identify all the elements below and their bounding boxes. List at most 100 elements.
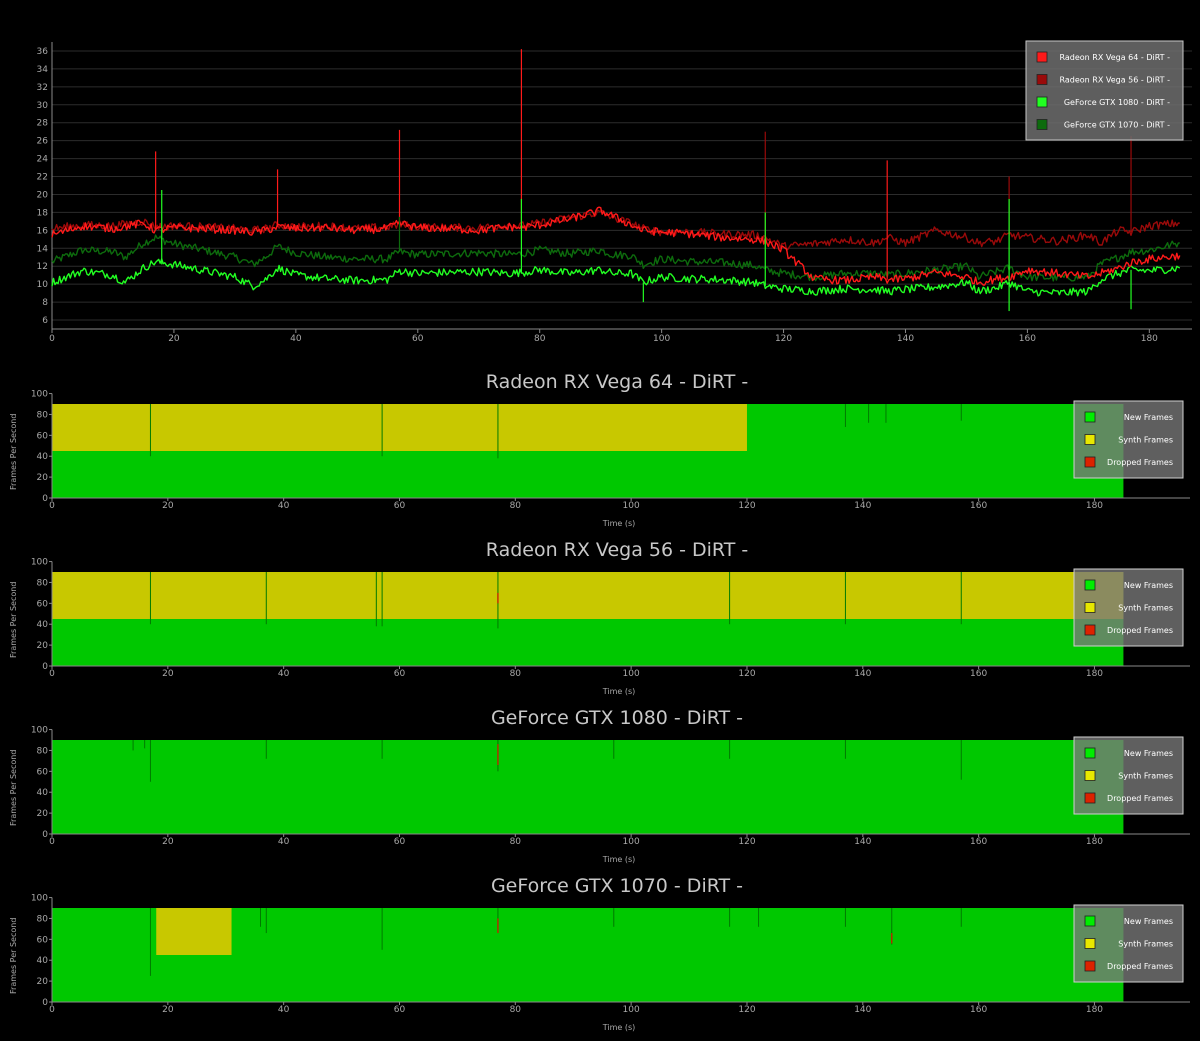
y-tick-label: 60 <box>37 599 49 609</box>
y-tick-label: 40 <box>37 956 49 966</box>
x-tick-label: 100 <box>623 837 640 847</box>
legend-label: New Frames <box>1124 917 1173 926</box>
y-tick-label: 40 <box>37 788 49 798</box>
synth-frames-area <box>156 908 232 955</box>
x-tick-label: 140 <box>854 837 871 847</box>
series-line-0 <box>51 206 1181 286</box>
y-tick-label: 30 <box>37 101 49 111</box>
y-tick-label: 0 <box>42 998 48 1008</box>
y-axis-label: Frames Per Second <box>9 582 18 658</box>
legend-label: Synth Frames <box>1118 604 1173 613</box>
y-tick-label: 20 <box>37 190 49 200</box>
x-tick-label: 40 <box>278 501 290 511</box>
fps-legend: New Frames Synth Frames Dropped Frames <box>1073 904 1184 983</box>
x-tick-label: 80 <box>510 1005 522 1015</box>
synth-frames-area <box>52 572 1124 619</box>
legend-label: GeForce GTX 1070 - DiRT - <box>1064 121 1170 130</box>
x-tick-label: 20 <box>162 837 174 847</box>
chart-title: GeForce GTX 1080 - DiRT - <box>491 707 743 729</box>
x-tick-label: 100 <box>623 1005 640 1015</box>
synth-frames-area <box>52 404 747 451</box>
x-tick-label: 100 <box>653 334 670 344</box>
x-tick-label: 100 <box>623 501 640 511</box>
x-tick-label: 60 <box>394 501 406 511</box>
x-axis-label: Time (s) <box>602 855 636 864</box>
legend-swatch <box>1084 792 1096 804</box>
legend-swatch <box>1036 96 1048 108</box>
legend-label: GeForce GTX 1080 - DiRT - <box>1064 98 1170 107</box>
x-tick-label: 120 <box>738 669 755 679</box>
x-tick-label: 120 <box>775 334 792 344</box>
legend-label: Radeon RX Vega 64 - DiRT - <box>1060 53 1171 62</box>
y-tick-label: 18 <box>37 208 49 218</box>
y-tick-label: 80 <box>37 410 49 420</box>
y-tick-label: 80 <box>37 746 49 756</box>
x-tick-label: 40 <box>290 334 302 344</box>
legend-swatch <box>1084 960 1096 972</box>
x-tick-label: 60 <box>394 1005 406 1015</box>
frame-time-line-chart: 6 8 10 12 14 16 18 20 22 24 26 28 30 32 34 36 0 20 40 60 80 1… <box>37 40 1192 344</box>
y-tick-label: 34 <box>37 65 49 75</box>
legend-swatch <box>1084 770 1096 781</box>
x-tick-label: 180 <box>1086 837 1103 847</box>
legend-label: Synth Frames <box>1118 940 1173 949</box>
y-tick-label: 20 <box>37 809 49 819</box>
y-tick-label: 0 <box>42 662 48 672</box>
x-axis-label: Time (s) <box>602 1023 636 1032</box>
x-tick-label: 0 <box>49 1005 55 1015</box>
y-tick-label: 80 <box>37 914 49 924</box>
series-line-3 <box>51 234 1180 282</box>
x-tick-label: 80 <box>510 837 522 847</box>
y-tick-label: 60 <box>37 431 49 441</box>
legend-swatch <box>1036 51 1048 63</box>
legend-swatch <box>1084 434 1096 445</box>
y-tick-label: 20 <box>37 641 49 651</box>
series-line-2 <box>51 258 1181 297</box>
fps-area-chart-2: Radeon RX Vega 56 - DiRT - 0 20 40 60 80 100 0 2… <box>9 539 1190 696</box>
legend-label: New Frames <box>1124 413 1173 422</box>
y-tick-label: 20 <box>37 977 49 987</box>
x-axis-label: Time (s) <box>602 687 636 696</box>
x-tick-label: 60 <box>394 837 406 847</box>
y-axis-label: Frames Per Second <box>9 414 18 490</box>
y-tick-label: 100 <box>31 726 48 736</box>
new-frames-area <box>52 740 1124 834</box>
x-tick-label: 120 <box>738 501 755 511</box>
legend-swatch <box>1084 938 1096 949</box>
legend-swatch <box>1084 602 1096 613</box>
x-tick-label: 160 <box>970 1005 987 1015</box>
legend-label: Dropped Frames <box>1107 626 1173 635</box>
x-tick-label: 120 <box>738 1005 755 1015</box>
x-tick-label: 40 <box>278 1005 290 1015</box>
x-tick-label: 40 <box>278 669 290 679</box>
y-tick-label: 20 <box>37 473 49 483</box>
legend-label: Radeon RX Vega 56 - DiRT - <box>1060 76 1171 85</box>
chart-title: GeForce GTX 1070 - DiRT - <box>491 875 743 897</box>
legend-swatch <box>1084 411 1096 423</box>
x-tick-label: 0 <box>49 837 55 847</box>
x-tick-label: 60 <box>394 669 406 679</box>
fps-legend: New Frames Synth Frames Dropped Frames <box>1073 400 1184 479</box>
y-tick-label: 28 <box>37 119 49 129</box>
legend-label: Synth Frames <box>1118 772 1173 781</box>
y-tick-label: 100 <box>31 558 48 568</box>
chart-title: Radeon RX Vega 56 - DiRT - <box>486 539 748 561</box>
legend-label: Synth Frames <box>1118 436 1173 445</box>
y-tick-label: 80 <box>37 578 49 588</box>
legend-swatch <box>1084 624 1096 636</box>
x-tick-label: 140 <box>854 669 871 679</box>
x-tick-label: 160 <box>970 669 987 679</box>
fps-legend: New Frames Synth Frames Dropped Frames <box>1073 568 1184 647</box>
x-tick-label: 0 <box>49 334 55 344</box>
x-tick-label: 20 <box>168 334 180 344</box>
y-axis-label: Frames Per Second <box>9 918 18 994</box>
legend-label: Dropped Frames <box>1107 794 1173 803</box>
y-tick-label: 8 <box>42 298 48 308</box>
line-chart-legend: Radeon RX Vega 64 - DiRT - Radeon RX Vega… <box>1025 40 1184 141</box>
legend-label: New Frames <box>1124 581 1173 590</box>
x-tick-label: 20 <box>162 669 174 679</box>
y-tick-label: 24 <box>37 155 49 165</box>
legend-box <box>1025 40 1184 141</box>
legend-label: Dropped Frames <box>1107 458 1173 467</box>
